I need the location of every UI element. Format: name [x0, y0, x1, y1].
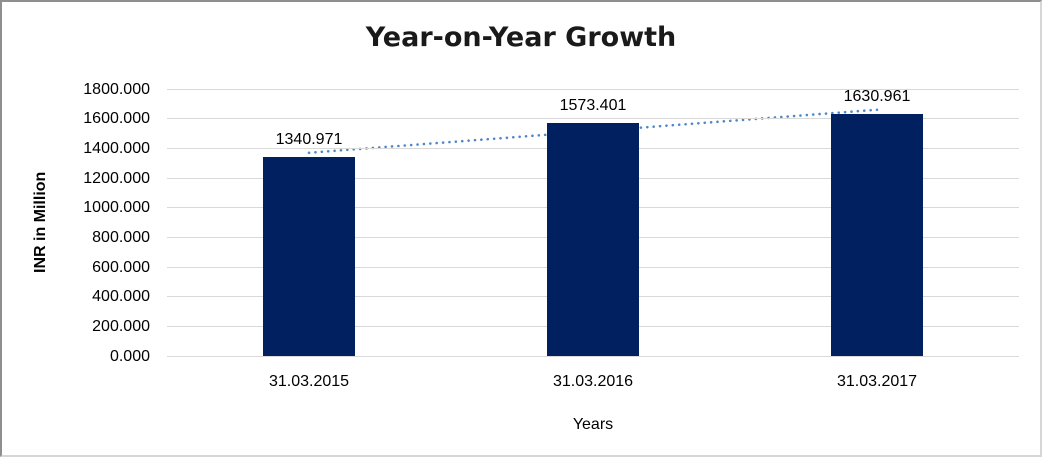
bar-31.03.2015	[263, 157, 355, 356]
y-axis-tick-label: 200.000	[92, 317, 150, 335]
y-gridline	[167, 88, 1019, 90]
y-axis-tick-label: 400.000	[92, 288, 150, 306]
y-axis-tick-label: 800.000	[92, 228, 150, 246]
y-gridline	[167, 355, 1019, 357]
bar-value-label: 1630.961	[843, 88, 911, 106]
bar-31.03.2016	[547, 122, 639, 356]
bar-31.03.2017	[831, 114, 923, 356]
y-gridline	[167, 118, 1019, 120]
bar-value-label: 1573.401	[559, 96, 627, 114]
y-axis-tick-label: 600.000	[92, 258, 150, 276]
y-axis-tick-label: 1200.000	[83, 169, 150, 187]
x-axis-title: Years	[572, 416, 614, 433]
y-axis-tick-label: 0.000	[109, 347, 150, 365]
x-axis-tick-label: 31.03.2015	[268, 373, 350, 390]
y-axis-tick-label: 1000.000	[83, 199, 150, 217]
y-axis-tick-label: 1600.000	[83, 110, 150, 128]
y-axis-tick-label: 1800.000	[83, 80, 150, 98]
y-axis-tick-label: 1400.000	[83, 139, 150, 157]
x-axis-tick-label: 31.03.2017	[836, 373, 918, 390]
bar-value-label: 1340.971	[275, 131, 343, 149]
chart-title: Year-on-Year Growth	[365, 22, 677, 53]
x-axis-tick-label: 31.03.2016	[552, 373, 634, 390]
